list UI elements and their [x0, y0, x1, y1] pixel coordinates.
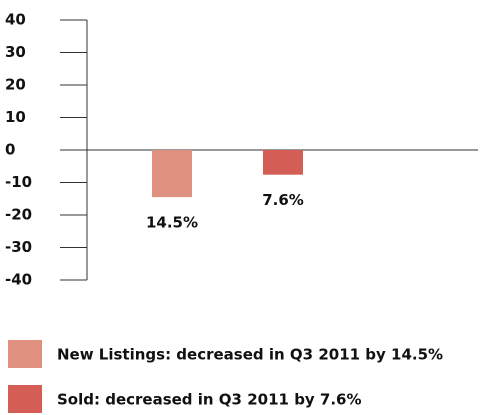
y-tick-label: 10 — [5, 108, 26, 126]
bar — [152, 150, 192, 198]
y-tick-label: 20 — [5, 76, 26, 94]
y-tick-label: 0 — [5, 141, 15, 159]
y-tick-label: 40 — [5, 11, 26, 29]
y-tick-label: 30 — [5, 43, 26, 61]
y-tick-label: -10 — [5, 173, 32, 191]
value-label: 14.5% — [146, 214, 198, 232]
bar — [263, 150, 303, 175]
value-label: 7.6% — [262, 191, 304, 209]
y-tick-label: -20 — [5, 206, 32, 224]
y-tick-label: -40 — [5, 271, 32, 289]
legend-swatch — [8, 385, 42, 413]
legend-label: New Listings: decreased in Q3 2011 by 14… — [57, 346, 443, 364]
legend-swatch — [8, 340, 42, 368]
legend-label: Sold: decreased in Q3 2011 by 7.6% — [57, 391, 362, 409]
y-tick-label: -30 — [5, 238, 32, 256]
